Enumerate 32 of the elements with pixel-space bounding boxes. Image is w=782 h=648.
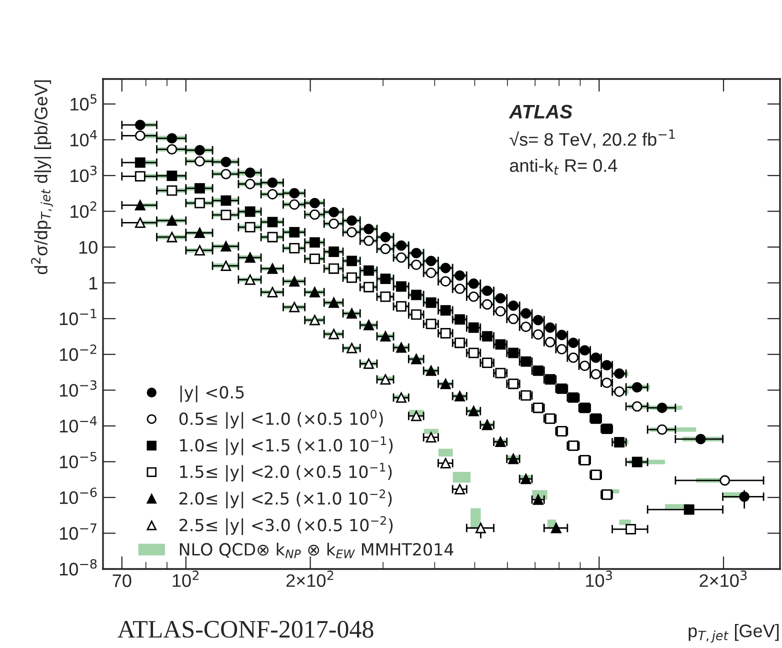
legend-label: 1.5≤ |y| <2.0 (×0.5 10$^{−1}$) (180, 462, 392, 482)
y-tick-label: 10$^{−2}$ (60, 344, 96, 361)
legend-label: 2.5≤ |y| <3.0 (×0.5 10$^{−2}$) (180, 516, 393, 536)
y-tick-label: 10$^{−1}$ (60, 308, 96, 326)
legend-label: 1.0≤ |y| <1.5 (×1.0 10$^{−1}$) (180, 436, 393, 456)
legend-label: NLO QCD⊗ k$_{NP}$ ⊗ k$_{EW}$ MMHT2014 (180, 542, 454, 558)
y-tick-label: 10$^{4}$ (70, 130, 97, 146)
x-tick-label: 2×10$^{3}$ (700, 570, 747, 587)
y-tick-label: 10$^{−4}$ (60, 416, 97, 433)
x-axis-title: p$_{T,jet}$ [GeV] (688, 624, 779, 643)
text: ATLAS-CONF-2017-048 (118, 620, 374, 638)
y-tick-label: 10$^{3}$ (70, 166, 97, 182)
y-tick-label: 10$^{5}$ (70, 94, 96, 111)
y-tick-label: 10$^{2}$ (70, 201, 96, 218)
y-tick-label: 10$^{−6}$ (60, 488, 97, 504)
annotation: ATLAS (508, 104, 572, 119)
x-tick-label: 10$^{2}$ (172, 570, 198, 587)
y-tick-label: 10$^{−3}$ (60, 380, 96, 397)
legend-label: |y| <0.5 (180, 386, 244, 402)
y-tick-label: 1 (89, 276, 98, 290)
legend-label: 0.5≤ |y| <1.0 (×0.5 10$^{0}$) (179, 410, 383, 429)
y-axis-title: d$^{2}$σ/dp$_{T,jet}$ d|y| [pb/GeV] (31, 80, 53, 274)
y-tick-label: 10$^{−5}$ (60, 452, 96, 468)
y-tick-label: 10$^{−7}$ (60, 524, 96, 540)
annotation: √s= 8 TeV, 20.2 fb$^{−1}$ (510, 130, 675, 148)
y-tick-label: 10$^{−8}$ (60, 559, 97, 576)
legend-label: 2.0≤ |y| <2.5 (×1.0 10$^{−2}$) (180, 489, 392, 508)
x-tick-label: 2×10$^{2}$ (286, 570, 334, 587)
x-tick-label: 10$^{3}$ (586, 570, 612, 587)
annotation: anti-k$_{t}$ R= 0.4 (510, 158, 618, 175)
x-tick-label: 70 (112, 574, 132, 588)
y-tick-label: 10 (79, 241, 98, 254)
